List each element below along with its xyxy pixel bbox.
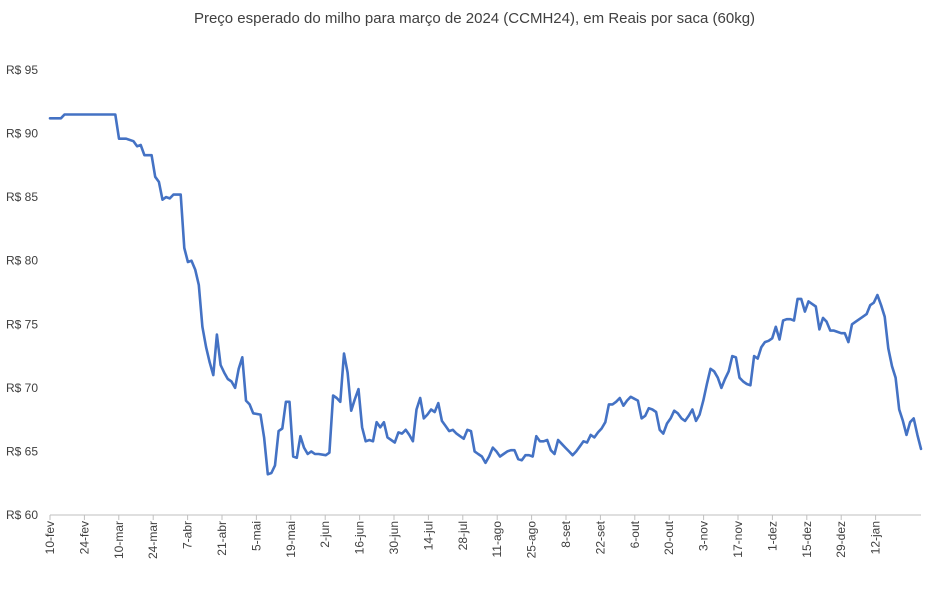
x-tick-label: 6-out [628,520,642,548]
x-tick-label: 30-jun [387,521,401,554]
x-tick-label: 16-jun [353,521,367,554]
x-tick-label: 28-jul [456,521,470,550]
x-tick-label: 25-ago [525,521,539,559]
x-tick-label: 29-dez [834,521,848,558]
x-tick-label: 15-dez [800,521,814,558]
x-tick-label: 7-abr [181,521,195,549]
x-tick-label: 3-nov [697,521,711,551]
x-tick-label: 5-mai [249,521,263,551]
x-tick-label: 24-mar [146,521,160,559]
y-tick-label: R$ 75 [6,317,38,331]
x-tick-label: 8-set [559,520,573,547]
x-tick-label: 2-jun [318,521,332,548]
chart-title: Preço esperado do milho para março de 20… [193,10,756,27]
x-tick-label: 11-ago [490,521,504,558]
x-tick-label: 10-mar [112,521,126,559]
x-tick-label: 12-jan [869,521,883,554]
x-tick-label: 19-mai [284,521,298,558]
y-tick-label: R$ 80 [6,254,38,268]
y-tick-label: R$ 70 [6,381,38,395]
y-axis-labels: R$ 60 R$ 65 R$ 70 R$ 75 R$ 80 R$ 85 R$ 90 R$ 95 [6,63,38,522]
series-layer [48,113,923,476]
y-tick-label: R$ 85 [6,190,38,204]
x-tick-label: 10-fev [43,521,57,554]
y-tick-label: R$ 60 [6,508,38,522]
x-tick-label: 22-set [593,520,607,554]
x-tick-label: 1-dez [765,521,779,551]
series-line [48,113,923,476]
y-tick-label: R$ 65 [6,444,38,458]
x-tick-label: 20-out [662,520,676,555]
x-tick-label: 24-fev [77,521,91,554]
y-tick-label: R$ 95 [6,63,38,77]
x-axis: 10-fev 24-fev 10-mar 24-mar 7-abr 21-abr 5-mai… [43,514,921,559]
y-tick-label: R$ 90 [6,127,38,141]
x-tick-label: 21-abr [215,521,229,556]
x-tick-label: 14-jul [421,521,435,550]
x-tick-label: 17-nov [731,521,745,558]
